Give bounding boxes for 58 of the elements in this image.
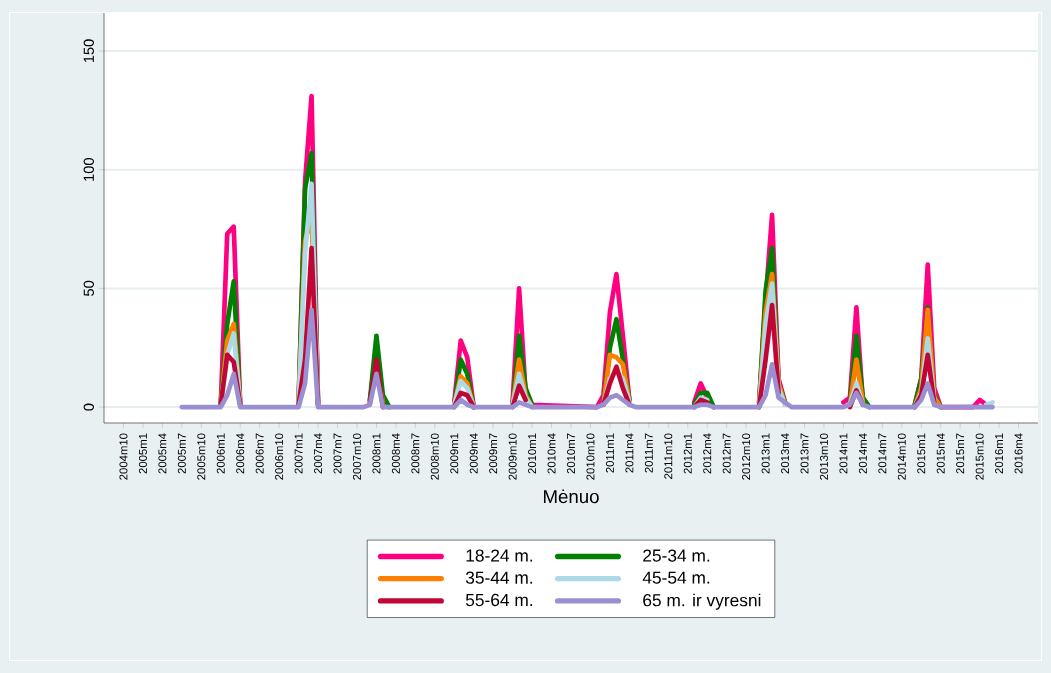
y-tick-label: 50 [83,280,94,296]
x-tick-label: 2012m7 [722,433,731,474]
x-tick-label: 2010m10 [586,433,595,480]
x-tick-label: 2008m7 [411,433,420,474]
x-tick-label: 2012m1 [683,433,692,474]
x-tick-label: 2013m7 [800,433,809,474]
x-tick-label: 2015m10 [975,433,984,480]
x-tick-label: 2008m4 [391,433,400,474]
x-tick-label: 2010m4 [547,433,556,474]
x-tick-label: 2013m10 [819,433,828,480]
x-tick-label: 2006m4 [236,433,245,474]
x-tick-label: 2016m1 [995,433,1004,474]
x-tick-label: 2006m10 [275,433,284,480]
x-tick-label: 2010m7 [567,433,576,474]
x-tick-label: 2014m7 [878,433,887,474]
x-tick-label: 2007m10 [352,433,361,480]
x-tick-label: 2012m10 [742,433,751,480]
x-tick-label: 2007m1 [294,433,303,474]
y-tick-label: 0 [83,403,94,411]
x-tick-label: 2006m1 [216,433,225,474]
legend-label: 65 m. ir vyresni [643,593,761,610]
legend-label: 45-54 m. [642,571,710,584]
x-tick-label: 2015m7 [956,433,965,474]
y-tick-label: 150 [83,39,94,63]
x-tick-label: 2005m1 [138,433,147,474]
x-tick-label: 2015m1 [917,433,926,474]
x-tick-label: 2008m10 [430,433,439,480]
x-tick-label: 2010m1 [528,433,537,474]
x-tick-label: 2009m4 [469,433,478,474]
x-tick-label: 2012m4 [703,433,712,474]
y-tick-label: 100 [83,158,94,181]
x-tick-label: 2004m10 [119,433,128,480]
legend-label: 55-64 m. [465,593,533,607]
legend-label: 18-24 m. [466,549,533,562]
x-tick-label: 2011m10 [664,433,673,479]
x-tick-label: 2009m10 [508,433,517,480]
x-tick-label: 2008m1 [372,433,381,474]
x-tick-label: 2016m4 [1014,433,1023,474]
x-tick-label: 2013m4 [781,433,790,474]
x-tick-label: 2014m1 [839,433,848,474]
x-tick-label: 2005m7 [177,433,186,474]
x-tick-label: 2005m4 [158,433,167,474]
x-tick-label: 2011m1 [605,433,614,473]
x-tick-label: 2009m1 [450,433,459,474]
x-tick-label: 2011m7 [644,433,653,473]
x-axis-title: Mėnuo [543,489,599,504]
x-tick-label: 2005m10 [197,433,206,480]
x-tick-label: 2007m7 [333,433,342,474]
x-tick-label: 2006m7 [255,433,264,474]
legend-label: 35-44 m. [465,571,533,584]
x-tick-label: 2013m1 [761,433,770,474]
x-tick-label: 2014m4 [858,433,867,474]
x-tick-label: 2011m4 [625,433,634,473]
x-tick-label: 2007m4 [314,433,323,474]
x-tick-label: 2009m7 [489,433,498,474]
x-tick-label: 2014m10 [897,433,906,480]
x-tick-label: 2015m4 [936,433,945,474]
legend-label: 25-34 m. [643,549,710,562]
